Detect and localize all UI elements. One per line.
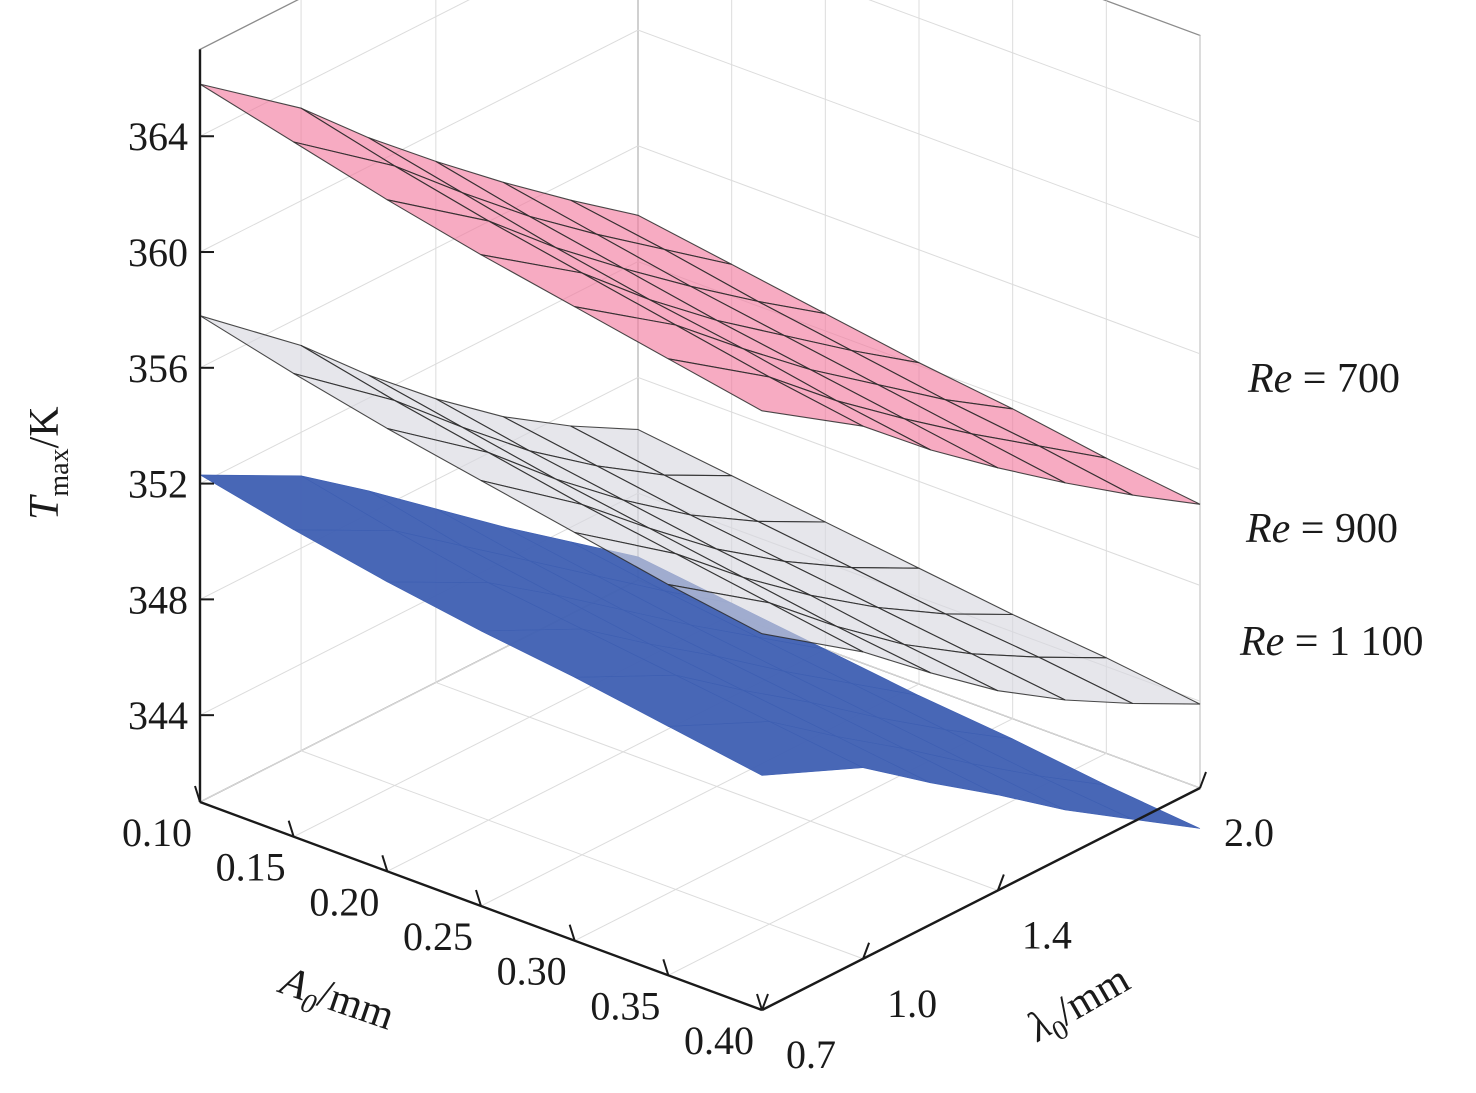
y-tick-0 <box>761 993 769 1011</box>
legend-re-700: Re = 700 <box>1247 356 1400 402</box>
x-tick-0 <box>194 785 201 803</box>
z-tick-label: 364 <box>128 114 188 159</box>
axes <box>194 49 1207 1012</box>
surface-re-700 <box>199 83 1201 505</box>
floor-grid-y-2 <box>435 681 999 891</box>
y-tick-1 <box>862 942 871 960</box>
x-tick-3 <box>475 889 482 907</box>
x-tick-label: 0.15 <box>216 845 286 890</box>
y-tick-label: 1.0 <box>887 981 937 1026</box>
surface-cell <box>667 721 865 776</box>
z-tick-label: 352 <box>128 462 188 507</box>
y-tick-2 <box>996 874 1005 891</box>
legend-re-900: Re = 900 <box>1245 506 1398 552</box>
y-tick-label: 1.4 <box>1022 912 1072 957</box>
z-axis-label-unit: /K <box>22 406 68 448</box>
surface-cell <box>668 584 864 653</box>
z-axis-label-sub: max <box>44 448 75 496</box>
z-grid-line-5 <box>199 0 1201 137</box>
y-axis-label: λ0/mm <box>1018 956 1141 1058</box>
x-tick-1 <box>287 820 295 837</box>
legend-re-900-value: = 900 <box>1301 506 1398 552</box>
legend-re-700-value: = 700 <box>1303 356 1400 402</box>
x-tick-label: 0.35 <box>590 983 660 1028</box>
y-tick-3 <box>1199 771 1207 789</box>
z-tick-label: 360 <box>128 230 188 275</box>
legend-re-1100-symbol: Re <box>1239 619 1284 665</box>
surface-re-1-100 <box>198 474 1201 829</box>
legend-re-900-symbol: Re <box>1245 506 1290 552</box>
x-tick-6 <box>756 993 763 1011</box>
surface-cell <box>199 315 395 402</box>
x-tick-label: 0.10 <box>122 810 192 855</box>
z-axis-label: Tmax/K <box>22 406 75 520</box>
x-tick-4 <box>568 924 576 941</box>
x-tick-label: 0.25 <box>403 914 473 959</box>
y-axis-line <box>761 786 1201 1012</box>
surfaces <box>198 83 1201 829</box>
surface-cell <box>199 83 395 167</box>
y-tick-label: 2.0 <box>1224 810 1274 855</box>
x-tick-label: 0.40 <box>684 1018 754 1063</box>
z-tick-label: 348 <box>128 577 188 622</box>
y-tick-label: 0.7 <box>786 1032 836 1077</box>
legend-re-1100-value: = 1 100 <box>1295 619 1424 665</box>
x-tick-2 <box>381 855 389 872</box>
x-tick-label: 0.30 <box>497 949 567 994</box>
floor-grid-y-1 <box>300 750 864 960</box>
x-tick-label: 0.20 <box>309 879 379 924</box>
surface-re-900 <box>199 315 1201 705</box>
x-tick-5 <box>662 959 670 976</box>
x-axis-label: A0/mm <box>270 957 401 1046</box>
legend-re-700-symbol: Re <box>1247 356 1292 402</box>
z-tick-label: 356 <box>128 346 188 391</box>
legend-re-1100: Re = 1 100 <box>1239 619 1423 665</box>
z-axis-label-symbol: T <box>22 494 68 520</box>
tick-labels: 344 348 352 356 360 364 0.10 0.15 0.20 0.25 0.30 0.… <box>122 114 1274 1077</box>
z-tick-label: 344 <box>128 693 188 738</box>
x-axis-label-unit: /mm <box>312 971 400 1040</box>
surface-cell <box>668 358 864 427</box>
